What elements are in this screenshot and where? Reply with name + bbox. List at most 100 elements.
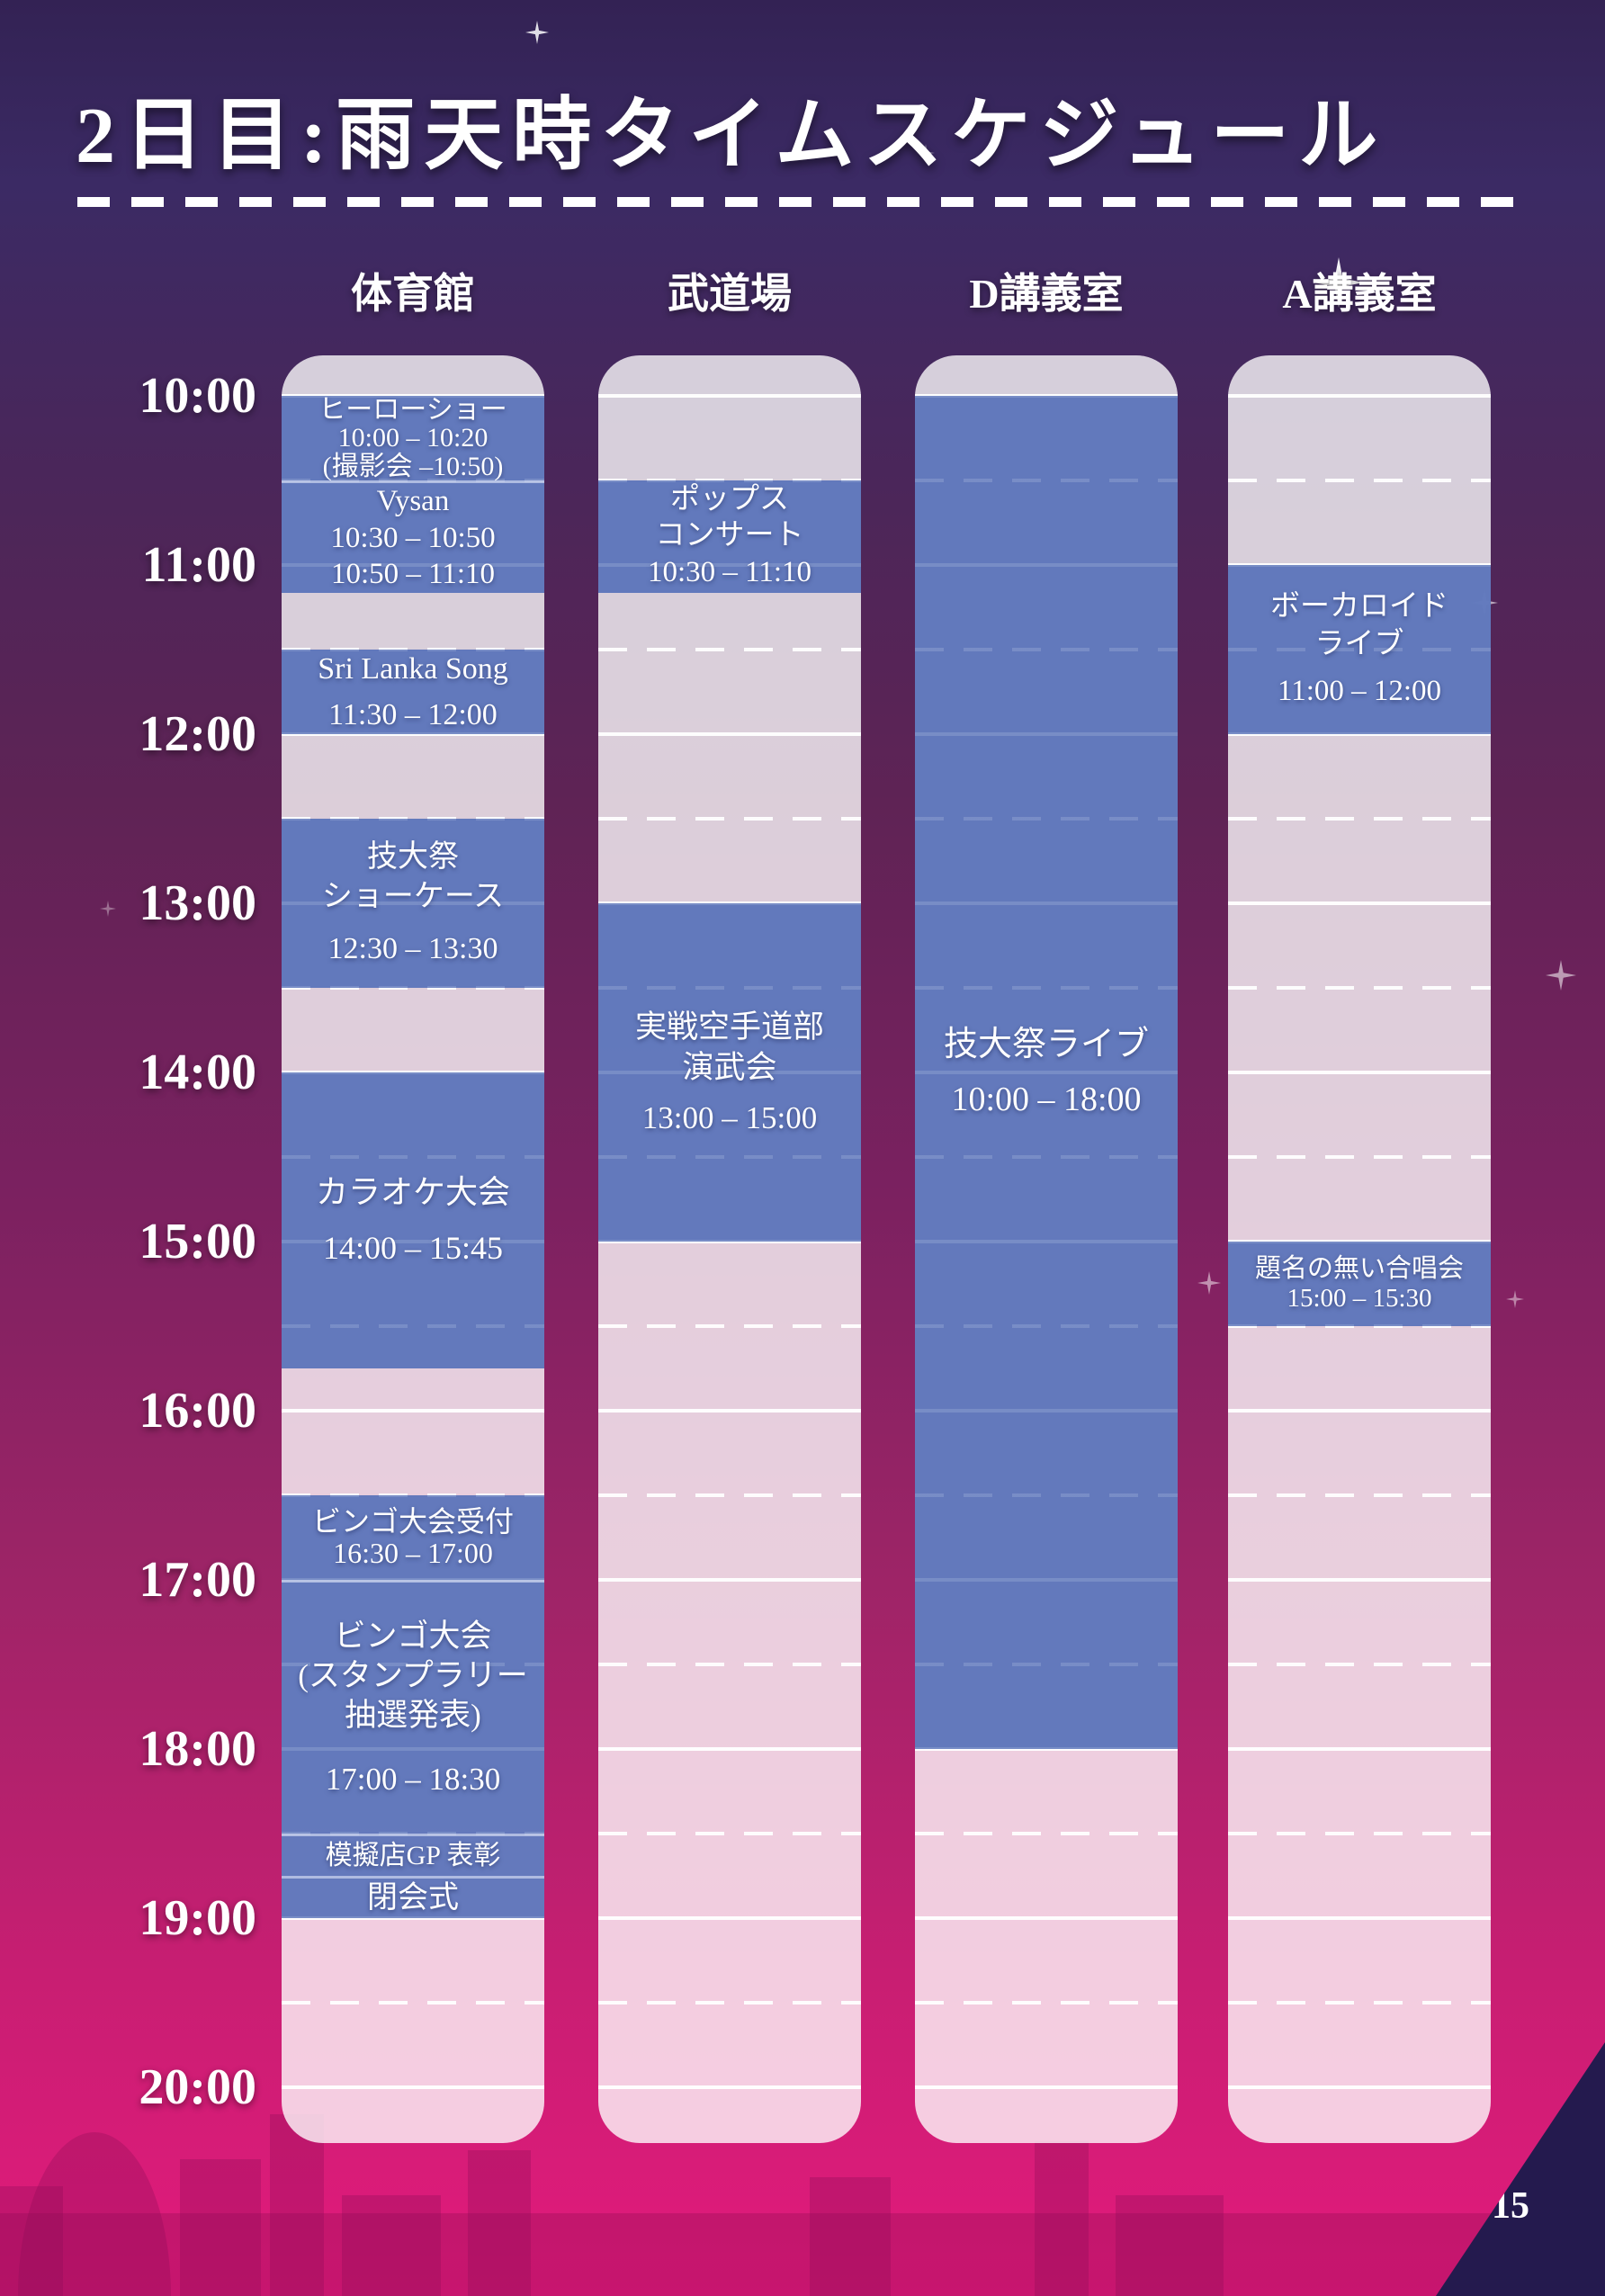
hour-line (282, 1409, 544, 1413)
event-time-line: 10:00 – 10:20 (337, 423, 489, 453)
title-dashed-underline (77, 197, 1528, 207)
hour-line (598, 2085, 861, 2089)
half-hour-line (1228, 1324, 1491, 1328)
half-hour-line (1228, 817, 1491, 821)
half-hour-line (1228, 1832, 1491, 1835)
building-silhouette (1035, 2141, 1089, 2296)
event-title: 技大祭 ショーケース (322, 838, 504, 917)
event-title-line: ビンゴ大会受付 (311, 1504, 514, 1538)
time-label-2000: 20:00 (139, 2059, 256, 2115)
time-label-1100: 11:00 (141, 537, 256, 593)
hour-line (598, 394, 861, 398)
hour-line (282, 2085, 544, 2089)
half-hour-line (282, 648, 544, 651)
hour-line (598, 1578, 861, 1582)
hour-line (598, 1409, 861, 1413)
event-block-体育館-3: Sri Lanka Song 11:30 – 12:00 (282, 650, 544, 734)
hour-line (598, 1578, 861, 1582)
venue-header-4: A講義室 (1282, 271, 1437, 317)
hour-line (598, 1747, 861, 1751)
hour-line (1228, 2085, 1491, 2089)
sparkle-icon (1197, 1271, 1221, 1295)
track-4: ボーカロイド ライブ 11:00 – 12:00 題名の無い合唱会 15:00 – 15… (1228, 355, 1491, 2143)
event-title-line: コンサート (655, 519, 804, 552)
hour-line (1228, 1747, 1491, 1751)
sparkle-icon (525, 21, 549, 44)
half-hour-line (1228, 1155, 1491, 1159)
hour-line (598, 1240, 861, 1243)
hour-line (915, 1240, 1178, 1243)
event-title-line: Vysan (376, 484, 450, 517)
hour-line (915, 1747, 1178, 1751)
hour-line (915, 901, 1178, 905)
hour-line (598, 1916, 861, 1920)
event-title-line: 抽選発表) (345, 1697, 481, 1733)
event-title-line: 実戦空手道部 (634, 1009, 824, 1045)
time-label-1200: 12:00 (139, 706, 256, 762)
event-time: 11:00 – 12:00 (1278, 673, 1441, 710)
half-hour-line (282, 1324, 544, 1328)
hour-line (1228, 1240, 1491, 1243)
event-title: 模擬店GP 表彰 (326, 1843, 501, 1870)
event-time: 10:30 – 10:50 10:50 – 11:10 (330, 521, 495, 592)
venue-header-3: D講義室 (969, 271, 1124, 317)
half-hour-line (915, 986, 1178, 990)
hour-line (598, 1240, 861, 1243)
half-hour-line (1228, 1324, 1491, 1328)
hour-line (598, 2085, 861, 2089)
event-title-line: 技大祭 (367, 839, 459, 874)
event-title: ビンゴ大会 (スタンプラリー 抽選発表) (298, 1617, 528, 1735)
half-hour-line (598, 986, 861, 990)
hour-line (282, 1409, 544, 1413)
half-hour-line (915, 1832, 1178, 1835)
event-block-D講義室-1: 技大祭ライブ 10:00 – 18:00 (915, 396, 1178, 1749)
event-title: ボーカロイド ライブ (1270, 588, 1448, 663)
hour-line (915, 394, 1178, 398)
venue-header-2: 武道場 (668, 271, 792, 317)
event-title-line: ライブ (1314, 627, 1404, 660)
event-time: 10:00 – 10:20 (撮影会 –10:50) (323, 424, 504, 480)
event-time-line: 11:30 – 12:00 (328, 697, 498, 731)
building-silhouette (270, 2114, 324, 2296)
event-block-体育館-7: ビンゴ大会 (スタンプラリー 抽選発表) 17:00 – 18:30 (282, 1580, 544, 1834)
hour-line (282, 901, 544, 905)
event-time-line: 10:50 – 11:10 (330, 557, 496, 590)
hour-line (282, 732, 544, 736)
half-hour-line (1228, 986, 1491, 990)
event-title-line: Sri Lanka Song (318, 651, 508, 686)
track-3: 技大祭ライブ 10:00 – 18:00 (915, 355, 1178, 2143)
hour-line (598, 732, 861, 736)
half-hour-line (282, 986, 544, 990)
half-hour-line (282, 479, 544, 482)
track-1: ヒーローショー 10:00 – 10:20 (撮影会 –10:50) Vysan 10:… (282, 355, 544, 2143)
event-title: Sri Lanka Song (318, 651, 508, 686)
hour-line (282, 394, 544, 398)
half-hour-line (598, 648, 861, 651)
half-hour-line (282, 1155, 544, 1159)
hour-line (915, 1747, 1178, 1751)
event-title: 閉会式 (367, 1883, 459, 1914)
hour-line (1228, 732, 1491, 736)
hour-line (598, 563, 861, 567)
event-time-line: 15:00 – 15:30 (1287, 1284, 1432, 1313)
event-title: 実戦空手道部 演武会 (635, 1007, 824, 1089)
time-label-1400: 14:00 (139, 1045, 256, 1100)
event-title-line: 技大祭ライブ (943, 1025, 1149, 1063)
event-title-line: (スタンプラリー (298, 1657, 528, 1693)
event-time: 12:30 – 13:30 (328, 929, 498, 969)
event-title: ビンゴ大会受付 (311, 1504, 514, 1538)
hour-line (598, 1409, 861, 1413)
venue-header-1: 体育館 (351, 271, 475, 317)
half-hour-line (1228, 1493, 1491, 1497)
half-hour-line (1228, 986, 1491, 990)
event-time: 13:00 – 15:00 (642, 1098, 817, 1139)
building-silhouette (1116, 2195, 1224, 2296)
event-title-line: 演武会 (682, 1050, 777, 1085)
half-hour-line (1228, 2001, 1491, 2005)
event-title: 技大祭ライブ (944, 1023, 1149, 1067)
hour-line (1228, 1071, 1491, 1074)
hour-line (1228, 2085, 1491, 2089)
hour-line (1228, 1916, 1491, 1920)
event-block-体育館-8: 模擬店GP 表彰 (282, 1834, 544, 1876)
half-hour-line (915, 1832, 1178, 1835)
